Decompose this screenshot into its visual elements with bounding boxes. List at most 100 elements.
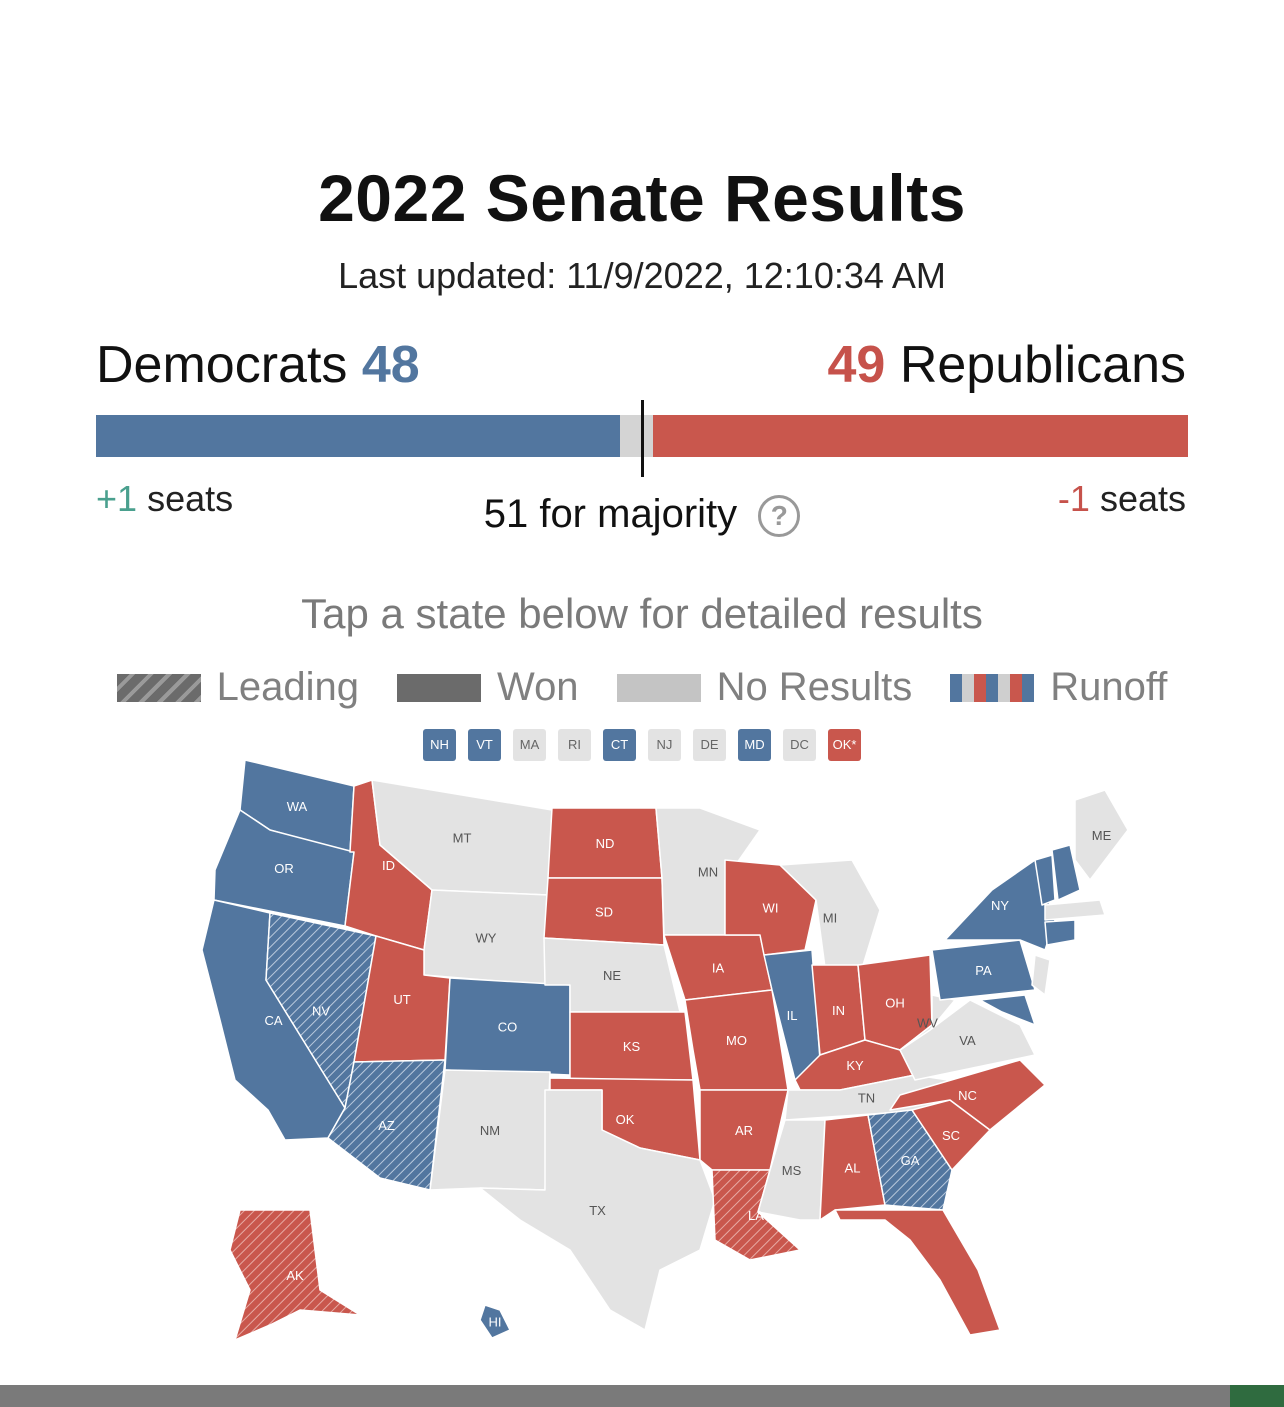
state-label-oh: OH bbox=[885, 996, 905, 1011]
state-label-ks: KS bbox=[623, 1039, 641, 1054]
state-ma[interactable] bbox=[1044, 899, 1106, 921]
state-label-or: OR bbox=[274, 861, 294, 876]
small-state-vt[interactable]: VT bbox=[468, 729, 501, 761]
state-label-ca: CA bbox=[264, 1013, 282, 1028]
state-ny[interactable] bbox=[944, 859, 1056, 951]
won-swatch bbox=[397, 673, 482, 702]
small-state-ma[interactable]: MA bbox=[513, 729, 546, 761]
state-label-sd: SD bbox=[595, 905, 613, 920]
majority-text: 51 for majority bbox=[483, 492, 738, 536]
small-state-ok[interactable]: OK* bbox=[828, 729, 861, 761]
legend-no-results-label: No Results bbox=[716, 665, 913, 709]
state-label-hi: HI bbox=[489, 1315, 502, 1330]
state-label-fl: FL bbox=[910, 1266, 925, 1281]
small-state-dc[interactable]: DC bbox=[783, 729, 816, 761]
state-label-ut: UT bbox=[393, 992, 410, 1007]
state-label-me: ME bbox=[1092, 828, 1112, 843]
republicans-seat-change: -1 seats bbox=[1058, 478, 1186, 520]
state-me[interactable] bbox=[1074, 789, 1129, 881]
republicans-name: Republicans bbox=[899, 336, 1186, 394]
state-label-tx: TX bbox=[589, 1203, 606, 1218]
legend-runoff: Runoff bbox=[950, 665, 1167, 710]
state-label-wy: WY bbox=[476, 931, 497, 946]
state-label-ar: AR bbox=[735, 1123, 753, 1138]
state-label-ak: AK bbox=[286, 1268, 304, 1283]
democrats-total: Democrats 48 bbox=[96, 335, 420, 395]
state-label-al: AL bbox=[845, 1161, 861, 1176]
state-ct[interactable] bbox=[1044, 919, 1076, 946]
state-label-ms: MS bbox=[782, 1163, 802, 1178]
small-state-nj[interactable]: NJ bbox=[648, 729, 681, 761]
leading-swatch bbox=[116, 673, 201, 702]
state-label-az: AZ bbox=[378, 1118, 395, 1133]
majority-threshold: 51 for majority ? bbox=[0, 492, 1284, 538]
state-hi[interactable] bbox=[479, 1304, 511, 1339]
state-label-nc: NC bbox=[958, 1088, 977, 1103]
state-ga[interactable] bbox=[867, 1109, 953, 1211]
state-nj[interactable] bbox=[1031, 954, 1051, 996]
state-label-ok: OK bbox=[616, 1112, 635, 1127]
state-label-ne: NE bbox=[603, 968, 621, 983]
state-md[interactable] bbox=[979, 994, 1036, 1026]
state-label-wi: WI bbox=[763, 901, 779, 916]
democrats-bar-segment bbox=[96, 415, 621, 457]
state-label-id: ID bbox=[382, 858, 395, 873]
state-label-wa: WA bbox=[287, 799, 308, 814]
map-legend: Leading Won No Results Runoff bbox=[0, 665, 1284, 710]
state-nh[interactable] bbox=[1051, 844, 1081, 901]
small-state-de[interactable]: DE bbox=[693, 729, 726, 761]
state-label-la: LA bbox=[748, 1208, 764, 1223]
legend-won: Won bbox=[397, 665, 579, 710]
republicans-seat-count: 49 bbox=[827, 336, 886, 394]
small-states-row: NH VT MA RI CT NJ DE MD DC OK* bbox=[0, 729, 1284, 761]
map-instructions: Tap a state below for detailed results bbox=[301, 590, 983, 637]
state-pa[interactable] bbox=[931, 939, 1036, 1001]
state-label-ia: IA bbox=[712, 961, 725, 976]
state-vt[interactable] bbox=[1034, 854, 1056, 906]
state-label-tn: TN bbox=[858, 1091, 875, 1106]
state-ak[interactable] bbox=[229, 1209, 361, 1341]
state-label-mt: MT bbox=[453, 831, 472, 846]
democrats-seats-word: seats bbox=[147, 478, 234, 519]
state-label-mi: MI bbox=[823, 911, 837, 926]
democrats-name: Democrats bbox=[96, 336, 348, 394]
state-label-ga: GA bbox=[901, 1153, 920, 1168]
help-icon[interactable]: ? bbox=[758, 495, 801, 538]
legend-leading-label: Leading bbox=[216, 665, 360, 709]
state-label-ny: NY bbox=[991, 898, 1009, 913]
state-label-mn: MN bbox=[698, 865, 718, 880]
legend-no-results: No Results bbox=[616, 665, 913, 710]
small-state-ri[interactable]: RI bbox=[558, 729, 591, 761]
runoff-swatch bbox=[950, 673, 1035, 702]
state-label-co: CO bbox=[498, 1020, 518, 1035]
small-state-nh[interactable]: NH bbox=[423, 729, 456, 761]
state-label-pa: PA bbox=[975, 963, 992, 978]
state-nc[interactable] bbox=[889, 1059, 1046, 1131]
democrats-seat-count: 48 bbox=[361, 336, 420, 394]
state-tx[interactable] bbox=[479, 1089, 716, 1331]
democrats-seat-change: +1 seats bbox=[96, 478, 233, 520]
footer-badge[interactable] bbox=[1230, 1385, 1284, 1407]
page-title: 2022 Senate Results bbox=[318, 161, 966, 235]
state-label-va: VA bbox=[959, 1033, 976, 1048]
no-results-swatch bbox=[616, 673, 701, 702]
state-label-mo: MO bbox=[726, 1033, 747, 1048]
republicans-total: 49 Republicans bbox=[828, 335, 1186, 395]
state-label-nm: NM bbox=[480, 1123, 500, 1138]
state-label-sc: SC bbox=[942, 1128, 960, 1143]
small-state-ct[interactable]: CT bbox=[603, 729, 636, 761]
state-label-nd: ND bbox=[596, 836, 615, 851]
state-label-ky: KY bbox=[846, 1058, 864, 1073]
state-label-wv: WV bbox=[917, 1016, 938, 1031]
state-al[interactable] bbox=[819, 1114, 886, 1221]
republicans-seats-word: seats bbox=[1099, 478, 1186, 519]
republicans-bar-segment bbox=[652, 415, 1188, 457]
majority-marker bbox=[641, 400, 644, 477]
small-state-md[interactable]: MD bbox=[738, 729, 771, 761]
legend-runoff-label: Runoff bbox=[1050, 665, 1168, 709]
last-updated-timestamp: Last updated: 11/9/2022, 12:10:34 AM bbox=[338, 255, 946, 296]
democrats-change-value: +1 bbox=[96, 478, 138, 519]
footer-bar bbox=[0, 1385, 1284, 1407]
state-fl[interactable] bbox=[834, 1209, 1001, 1336]
legend-won-label: Won bbox=[497, 665, 579, 709]
